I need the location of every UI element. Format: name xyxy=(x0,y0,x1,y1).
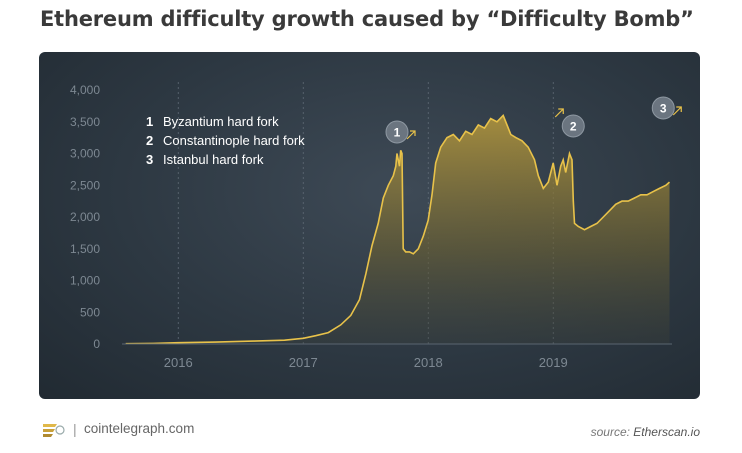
legend: 1 Byzantium hard fork 2 Constantinople h… xyxy=(146,114,305,167)
marker-number: 1 xyxy=(394,126,401,140)
marker-number: 2 xyxy=(570,120,577,134)
fork-icon xyxy=(672,106,682,116)
chart-panel: 0 500 1,000 1,500 2,000 2,500 3,000 3,500 4,000 … xyxy=(39,52,700,399)
fork-icon xyxy=(554,108,564,118)
y-tick-label: 0 xyxy=(93,337,100,351)
difficulty-chart: 05001,0001,5002,0002,5003,0003,5004,000 … xyxy=(70,82,682,370)
marker-badge xyxy=(385,120,409,144)
marker-badge xyxy=(561,114,585,138)
x-tick-label: 2017 xyxy=(289,355,318,370)
legend-label-istanbul: Istanbul hard fork xyxy=(163,152,264,167)
legend-num: 2 xyxy=(146,133,153,148)
y-tick-label: 1,000 xyxy=(70,274,100,288)
y-tick-label: 2,500 xyxy=(70,178,100,192)
source-name: Etherscan.io xyxy=(633,425,700,439)
y-tick-label: 4,000 xyxy=(70,83,100,97)
y-tick-label: 3,000 xyxy=(70,147,100,161)
x-tick-label: 2018 xyxy=(414,355,443,370)
footer-site: cointelegraph.com xyxy=(84,421,195,436)
chart-title: Ethereum difficulty growth caused by “Di… xyxy=(40,7,694,31)
legend-label-constantinople: Constantinople hard fork xyxy=(163,133,305,148)
y-tick-label: 2,000 xyxy=(70,210,100,224)
footer-separator: | xyxy=(73,421,77,437)
legend-label-byzantium: Byzantium hard fork xyxy=(163,114,279,129)
y-tick-label: 3,500 xyxy=(70,115,100,129)
difficulty-area xyxy=(125,115,670,345)
y-axis: 0 500 1,000 1,500 2,000 2,500 3,000 3,500 4,000 xyxy=(70,83,100,351)
y-tick-label: 1,500 xyxy=(70,242,100,256)
cointelegraph-logo-icon xyxy=(43,424,65,437)
difficulty-line xyxy=(125,113,671,345)
fork-icon xyxy=(406,130,416,140)
x-tick-label: 2019 xyxy=(539,355,568,370)
legend-num: 1 xyxy=(146,114,153,129)
x-axis: 2016 2017 2018 2019 xyxy=(164,355,568,370)
y-tick-label: 500 xyxy=(80,305,100,319)
fork-markers: 1 2 3 xyxy=(385,96,682,144)
fork-marker-2: 2 xyxy=(554,108,585,138)
x-tick-label: 2016 xyxy=(164,355,193,370)
legend-num: 3 xyxy=(146,152,153,167)
marker-badge xyxy=(651,96,675,120)
fork-marker-1: 1 xyxy=(385,120,416,144)
source-prefix: source: xyxy=(590,425,630,439)
source-credit: source: Etherscan.io xyxy=(591,425,700,439)
marker-number: 3 xyxy=(660,102,667,116)
fork-marker-3: 3 xyxy=(651,96,682,120)
